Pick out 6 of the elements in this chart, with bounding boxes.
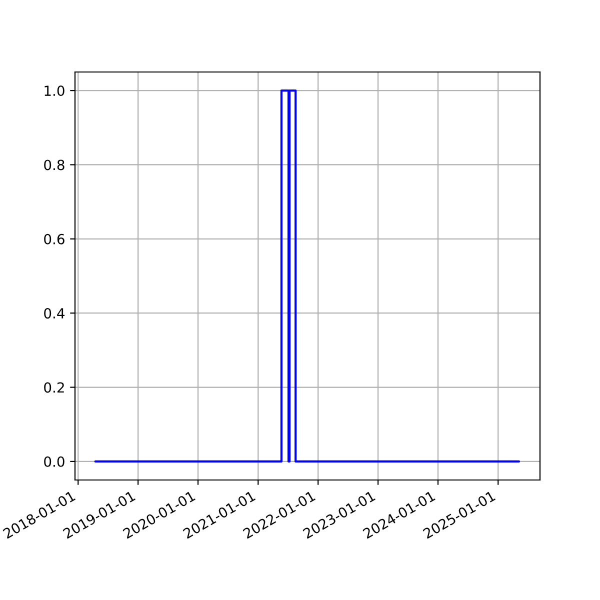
y-tick-label: 0.2 [44, 382, 64, 393]
y-tick-label: 0.4 [44, 308, 64, 319]
y-tick-label: 0.0 [44, 456, 64, 467]
y-tick-label: 1.0 [44, 86, 64, 96]
y-tick-label: 0.6 [44, 234, 64, 244]
y-tick-label: 0.8 [44, 160, 64, 170]
